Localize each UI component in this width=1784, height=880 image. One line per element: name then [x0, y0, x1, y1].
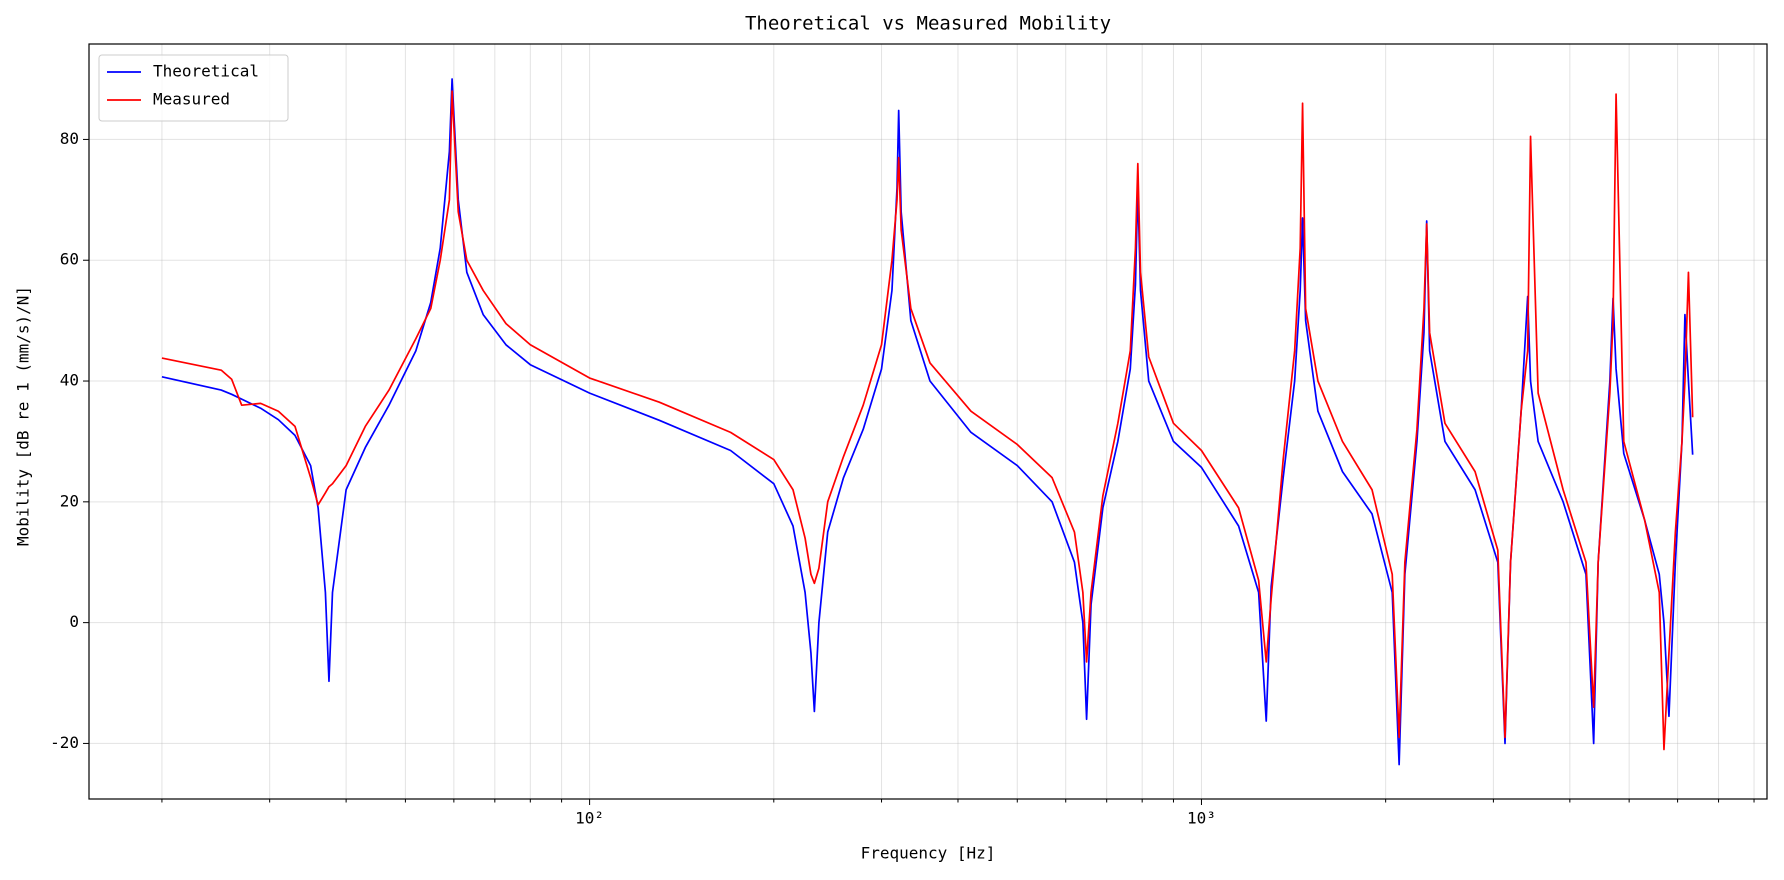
- series-line: [161, 90, 1694, 751]
- axes-frame: [88, 43, 1768, 800]
- legend-label: Measured: [153, 90, 230, 109]
- y-axis-label: Mobility [dB re 1 (mm/s)/N]: [14, 286, 33, 546]
- grid: [89, 44, 1767, 799]
- y-tick-label: -20: [50, 733, 79, 752]
- y-tick-label: 80: [60, 129, 79, 148]
- y-tick-label: 20: [60, 491, 79, 510]
- chart-title: Theoretical vs Measured Mobility: [745, 13, 1111, 35]
- y-tick-label: 0: [69, 612, 79, 631]
- plot-area: [161, 78, 1694, 766]
- y-tick-label: 40: [60, 371, 79, 390]
- x-tick-label: 10³: [1187, 809, 1216, 828]
- x-tick-label: 10²: [575, 809, 604, 828]
- legend-label: Theoretical: [153, 62, 259, 81]
- legend-box: [98, 54, 289, 122]
- series-line: [161, 78, 1694, 766]
- legend: Theoretical Measured: [98, 54, 289, 122]
- y-tick-label: 60: [60, 250, 79, 269]
- x-axis-label: Frequency [Hz]: [861, 844, 996, 863]
